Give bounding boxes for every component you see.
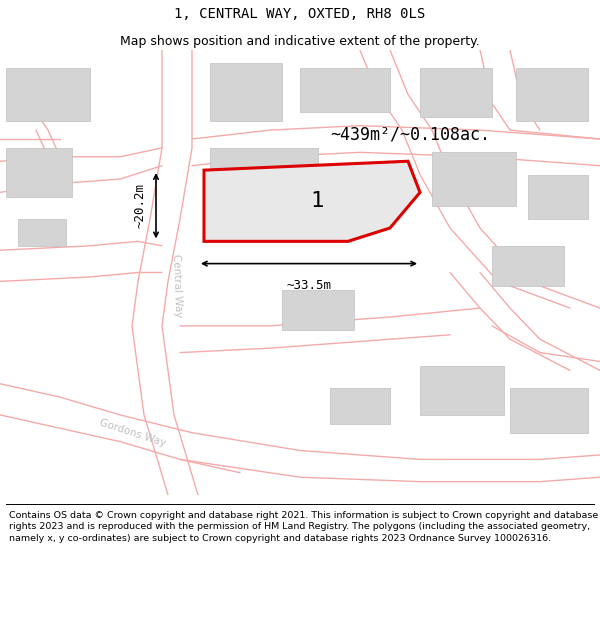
Bar	[210, 63, 282, 121]
Bar	[516, 68, 588, 121]
Text: 1, CENTRAL WAY, OXTED, RH8 0LS: 1, CENTRAL WAY, OXTED, RH8 0LS	[175, 7, 425, 21]
Text: Contains OS data © Crown copyright and database right 2021. This information is : Contains OS data © Crown copyright and d…	[9, 511, 598, 543]
Bar	[330, 388, 390, 424]
Bar	[210, 148, 318, 237]
Bar	[492, 246, 564, 286]
Text: ~439m²/~0.108ac.: ~439m²/~0.108ac.	[330, 126, 490, 144]
Bar	[528, 174, 588, 219]
Bar	[282, 290, 354, 331]
Bar	[6, 148, 72, 197]
Text: ~33.5m: ~33.5m	[287, 279, 331, 292]
Bar	[18, 219, 66, 246]
Text: Gordons Way: Gordons Way	[98, 418, 166, 448]
Bar	[6, 68, 90, 121]
Bar	[300, 68, 390, 112]
Text: 1: 1	[310, 191, 323, 211]
Polygon shape	[204, 161, 420, 241]
Text: ~20.2m: ~20.2m	[134, 183, 147, 228]
Bar	[510, 388, 588, 432]
Bar	[420, 366, 504, 415]
Bar	[432, 152, 516, 206]
Bar	[420, 68, 492, 117]
Text: Map shows position and indicative extent of the property.: Map shows position and indicative extent…	[120, 34, 480, 48]
Text: Central Way: Central Way	[171, 254, 183, 318]
